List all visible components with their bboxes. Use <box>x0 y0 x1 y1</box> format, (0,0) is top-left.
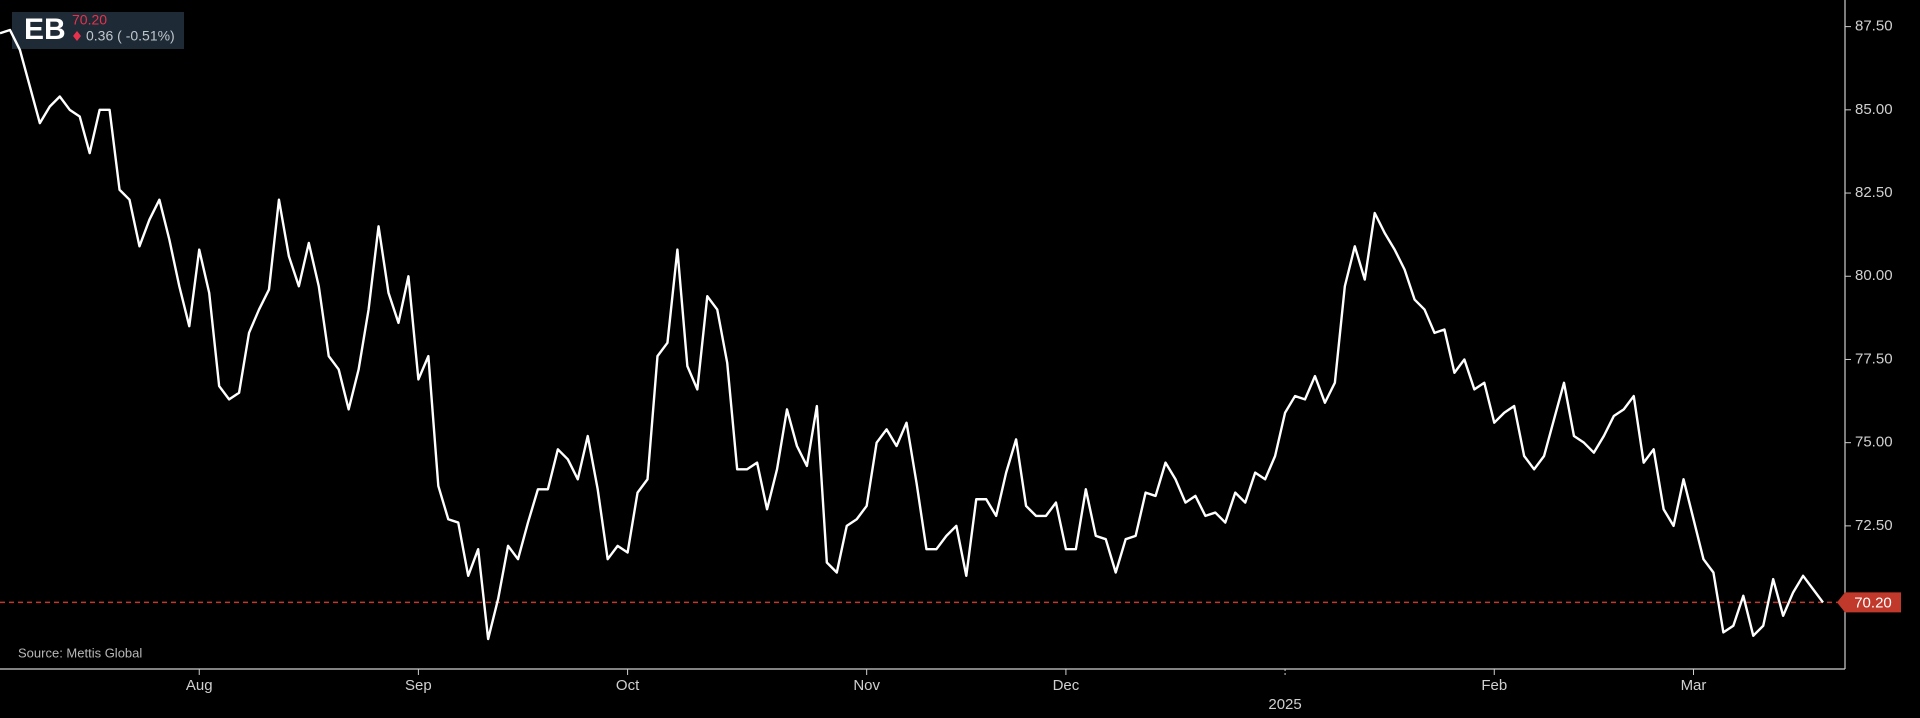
y-tick-label: 85.00 <box>1855 101 1893 118</box>
down-icon <box>73 31 81 41</box>
y-tick-label: 87.50 <box>1855 18 1893 35</box>
y-tick-label: 72.50 <box>1855 517 1893 534</box>
x-tick-label: Feb <box>1481 677 1507 694</box>
x-tick-label: 2025 <box>1268 696 1301 713</box>
y-tick-label: 77.50 <box>1855 350 1893 367</box>
price-change: 0.36 ( -0.51%) <box>86 28 175 44</box>
last-price: 70.20 <box>72 12 107 28</box>
price-marker-label: 70.20 <box>1854 594 1892 611</box>
y-tick-label: 75.00 <box>1855 434 1893 451</box>
x-tick-label: Sep <box>405 677 432 694</box>
x-tick-label: Aug <box>186 677 213 694</box>
x-tick-label: Mar <box>1681 677 1707 694</box>
price-line <box>0 28 1824 641</box>
x-tick-label: Dec <box>1053 677 1080 694</box>
y-tick-label: 80.00 <box>1855 267 1893 284</box>
ticker-symbol: EB <box>24 13 66 46</box>
x-tick-label: Oct <box>616 677 640 694</box>
x-tick-label: Nov <box>853 677 880 694</box>
ticker-box <box>12 12 184 49</box>
source-note: Source: Mettis Global <box>18 645 142 660</box>
price-marker <box>1837 592 1901 613</box>
y-tick-label: 82.50 <box>1855 184 1893 201</box>
